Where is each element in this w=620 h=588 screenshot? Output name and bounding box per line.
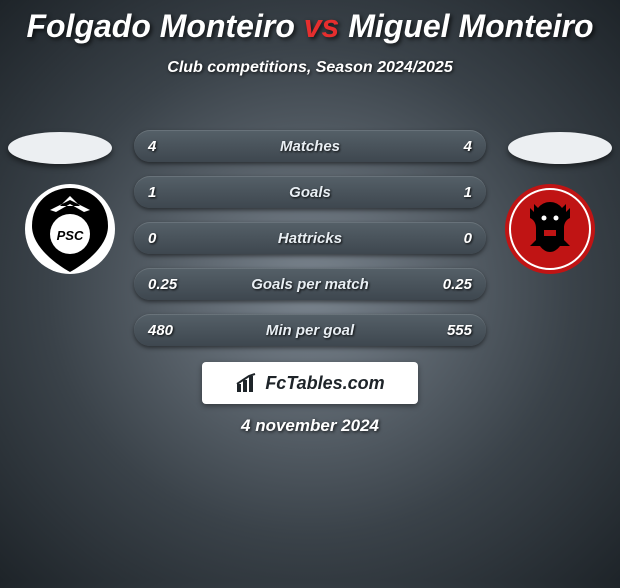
club-badge-right	[500, 182, 600, 276]
player2-name: Miguel Monteiro	[348, 8, 593, 44]
stat-right-value: 1	[464, 184, 472, 201]
stat-left-value: 480	[148, 322, 173, 339]
stat-right-value: 0.25	[443, 276, 472, 293]
stat-row-min-per-goal: 480 Min per goal 555	[134, 314, 486, 346]
subtitle: Club competitions, Season 2024/2025	[0, 59, 620, 77]
branding-text: FcTables.com	[265, 373, 384, 394]
stat-label: Matches	[280, 138, 340, 155]
stats-table: 4 Matches 4 1 Goals 1 0 Hattricks 0 0.25…	[134, 130, 486, 346]
stat-right-value: 555	[447, 322, 472, 339]
player2-avatar-placeholder	[508, 132, 612, 164]
branding-box: FcTables.com	[202, 362, 418, 404]
svg-text:PSC: PSC	[57, 228, 84, 243]
stat-left-value: 1	[148, 184, 156, 201]
stat-label: Goals	[289, 184, 331, 201]
stat-row-hattricks: 0 Hattricks 0	[134, 222, 486, 254]
player1-avatar-placeholder	[8, 132, 112, 164]
stat-label: Hattricks	[278, 230, 342, 247]
oliveirense-crest-icon	[500, 182, 600, 276]
portimonense-crest-icon: PSC	[20, 182, 120, 276]
stat-row-goals-per-match: 0.25 Goals per match 0.25	[134, 268, 486, 300]
stat-label: Min per goal	[266, 322, 354, 339]
player1-name: Folgado Monteiro	[26, 8, 294, 44]
stat-right-value: 4	[464, 138, 472, 155]
stat-label: Goals per match	[251, 276, 369, 293]
stat-right-value: 0	[464, 230, 472, 247]
date-text: 4 november 2024	[0, 416, 620, 436]
vs-separator: vs	[304, 8, 340, 44]
club-badge-left: PSC	[20, 182, 120, 276]
stat-row-goals: 1 Goals 1	[134, 176, 486, 208]
comparison-title: Folgado Monteiro vs Miguel Monteiro	[0, 8, 620, 45]
stat-left-value: 0	[148, 230, 156, 247]
chart-icon	[235, 372, 259, 394]
stat-left-value: 0.25	[148, 276, 177, 293]
stat-row-matches: 4 Matches 4	[134, 130, 486, 162]
stat-left-value: 4	[148, 138, 156, 155]
